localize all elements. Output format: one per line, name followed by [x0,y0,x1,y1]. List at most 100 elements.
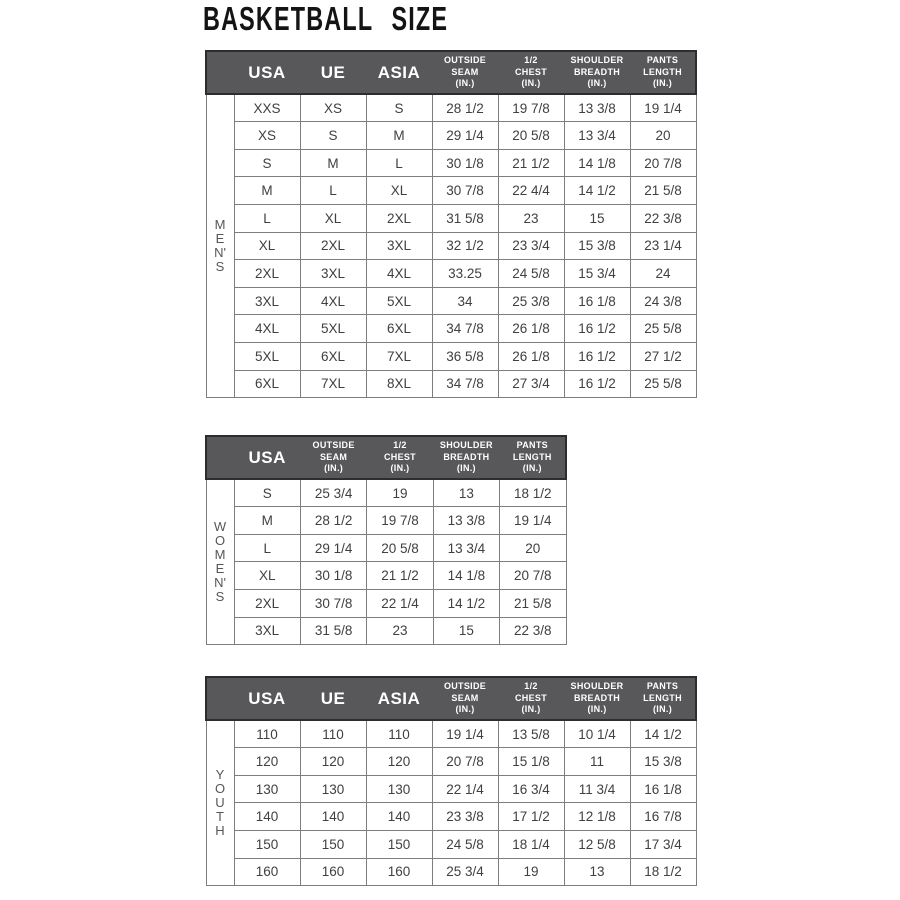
size-cell: 2XL [365,203,433,233]
size-cell: 16 7/8 [629,802,697,831]
table-row: 120 120 120 20 7/8 15 1/8 11 15 3/8 [206,747,697,776]
size-cell: 21 5/8 [499,588,567,618]
size-cell: 28 1/2 [431,93,499,123]
size-cell: 30 1/8 [431,148,499,178]
size-cell: 13 [432,478,501,508]
size-cell: 25 5/8 [629,369,697,399]
size-cell: 16 3/4 [497,774,565,804]
size-cell: 6XL [233,369,301,399]
column-header-shoulder-breadth-in: SHOULDER BREADTH (IN.) [564,677,630,721]
group-label-letter: N' [214,575,226,591]
size-cell: 13 3/8 [432,506,501,535]
size-cell: M [233,506,301,535]
table-row: XL 2XL 3XL 32 1/2 23 3/4 15 3/8 23 1/4 [206,231,697,261]
column-header-line: 1/2 [524,55,538,65]
column-header-line: LENGTH [643,692,682,703]
group-label-letter: U [215,795,225,811]
size-cell: 19 1/4 [431,719,499,749]
group-label-letter: N' [214,245,226,261]
size-cell: XL [365,176,433,205]
column-header-outside-seam-in: OUTSIDE SEAM (IN.) [432,51,498,95]
header-row: USA OUTSIDE SEAM (IN.) 1/2 CHEST (IN.) SHOULDER… [206,436,566,480]
size-cell: 5XL [299,314,367,343]
size-cell: 26 1/8 [497,314,565,343]
size-cell: 14 1/2 [629,719,697,749]
size-cell: 25 5/8 [629,314,697,343]
column-header-outside-seam-in: OUTSIDE SEAM (IN.) [300,436,367,480]
size-cell: 14 1/8 [563,148,631,178]
size-cell: 30 7/8 [299,588,368,618]
header-corner-cell [206,677,234,721]
size-cell: 19 1/4 [499,506,567,535]
table-row: L 29 1/4 20 5/8 13 3/4 20 [206,533,567,563]
column-header-pants-length-in: PANTS LENGTH (IN.) [499,436,566,480]
size-cell: 20 7/8 [629,148,697,178]
size-cell: 16 1/2 [563,314,631,343]
size-cell: 150 [299,829,367,859]
header-corner-cell [206,436,234,480]
size-cell: 8XL [365,369,433,399]
size-cell: 21 1/2 [366,561,434,590]
size-cell: 3XL [233,616,301,646]
size-cell: S [365,93,433,123]
table-row: S M L 30 1/8 21 1/2 14 1/8 20 7/8 [206,148,697,178]
size-cell: 150 [365,829,433,859]
size-cell: 23 3/4 [497,231,565,261]
column-header-usa: USA [234,436,301,480]
womens-size-table: USA OUTSIDE SEAM (IN.) 1/2 CHEST (IN.) SHOULDER… [205,435,567,646]
size-cell: 21 5/8 [629,176,697,205]
size-cell: 20 7/8 [431,747,499,776]
size-cell: 160 [299,857,367,887]
size-cell: 29 1/4 [431,121,499,150]
size-cell: 21 1/2 [497,148,565,178]
column-header-pants-length-in: PANTS LENGTH (IN.) [630,51,696,95]
size-cell: XL [233,561,301,590]
table-row: M E N' S XXS XS S 28 1/2 19 7/8 13 3/8 19 1/4 [205,93,697,399]
column-header-line: BREADTH [443,451,490,462]
column-header-shoulder-breadth-in: SHOULDER BREADTH (IN.) [433,436,500,480]
group-label-letter: S [215,259,225,275]
column-header-line: PANTS [646,681,679,691]
size-cell: 23 3/8 [431,802,499,831]
column-header-line: BREADTH [573,692,621,703]
size-cell: M [299,148,367,178]
size-cell: 24 5/8 [431,829,499,859]
group-label-letter: S [215,589,225,605]
size-cell: 120 [365,747,433,776]
size-cell: 22 1/4 [366,588,434,618]
womens-size-table-section: USA OUTSIDE SEAM (IN.) 1/2 CHEST (IN.) SHOULDER… [205,435,567,646]
table-row: 4XL 5XL 6XL 34 7/8 26 1/8 16 1/2 25 5/8 [206,314,697,343]
column-header-line: CHEST [383,451,416,462]
size-cell: 19 [366,478,434,508]
size-cell: 15 1/8 [497,747,565,776]
size-cell: 20 5/8 [366,533,434,563]
size-cell: 17 1/2 [497,802,565,831]
size-cell: XL [299,203,367,233]
size-cell: 34 7/8 [431,314,499,343]
size-cell: 14 1/2 [563,176,631,205]
column-header-line: SEAM [451,66,479,77]
column-header-line: (IN.) [587,704,607,715]
table-row: 2XL 30 7/8 22 1/4 14 1/2 21 5/8 [206,588,567,618]
size-cell: L [233,203,301,233]
size-cell: 15 [432,616,501,646]
size-cell: 31 5/8 [299,616,368,646]
size-cell: 140 [233,802,301,831]
size-cell: 4XL [365,259,433,288]
size-cell: 20 [499,533,567,563]
size-cell: 20 7/8 [499,561,567,590]
size-cell: 130 [365,774,433,804]
table-row: L XL 2XL 31 5/8 23 15 22 3/8 [206,203,697,233]
size-cell: S [299,121,367,150]
size-cell: 16 1/8 [629,774,697,804]
size-cell: 120 [233,747,301,776]
size-cell: 140 [299,802,367,831]
group-label-letter: M [214,547,226,563]
size-cell: 19 [497,857,565,887]
size-cell: 24 5/8 [497,259,565,288]
column-header-line: OUTSIDE [312,440,355,450]
size-cell: XS [299,93,367,123]
column-header-line: LENGTH [512,451,552,462]
column-header-line: PANTS [646,55,679,65]
